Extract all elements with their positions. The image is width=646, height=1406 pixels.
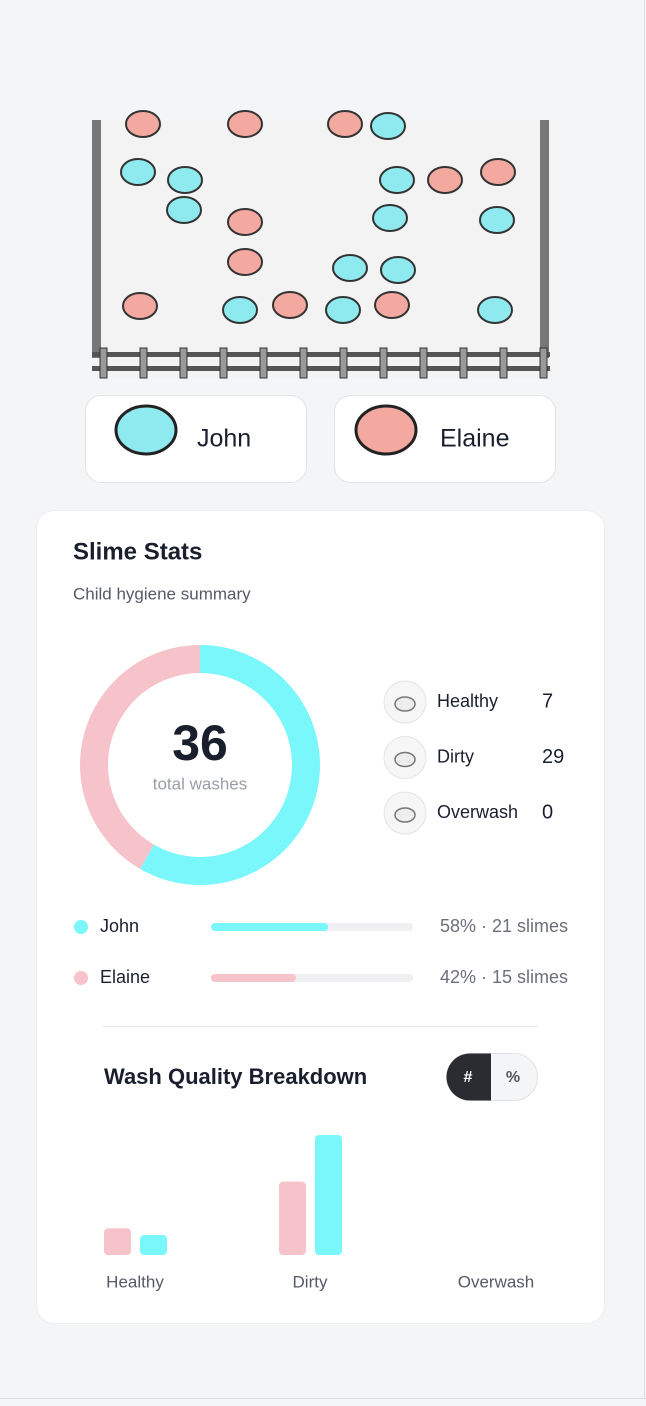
slime	[272, 291, 308, 319]
slime	[374, 291, 410, 319]
kid-button[interactable]: Elaine	[334, 395, 556, 483]
slime	[379, 166, 415, 194]
slime	[227, 208, 263, 236]
fence-picket	[539, 347, 548, 379]
fence-picket	[419, 347, 428, 379]
donut-segment	[140, 645, 320, 885]
fence-picket	[99, 347, 108, 379]
slime	[122, 292, 158, 320]
fence-picket	[139, 347, 148, 379]
slime	[227, 248, 263, 276]
total-count: 36	[172, 715, 228, 771]
fence-post	[92, 120, 101, 358]
card-subtitle: Child hygiene summary	[73, 584, 251, 603]
legend-dot	[74, 920, 88, 934]
quality-count: 29	[542, 746, 564, 768]
legend-name: Elaine	[100, 967, 150, 987]
chart-title: Wash Quality Breakdown	[104, 1064, 367, 1089]
slime	[372, 204, 408, 232]
share-label: 42% · 15 slimes	[440, 967, 568, 987]
pen-floor	[92, 120, 550, 378]
slime	[120, 158, 156, 186]
bar: Elaine	[279, 1181, 306, 1255]
x-tick-label: Dirty	[293, 1272, 328, 1291]
x-tick-label: Overwash	[458, 1272, 535, 1291]
fence-picket	[179, 347, 188, 379]
quality-slime	[394, 696, 416, 712]
kid-button[interactable]: John	[85, 395, 307, 483]
slime	[427, 166, 463, 194]
fence-picket	[339, 347, 348, 379]
kid-name: John	[197, 425, 251, 453]
fence-picket	[379, 347, 388, 379]
fence-picket	[219, 347, 228, 379]
share-bar	[211, 974, 296, 982]
fence-rail	[92, 352, 550, 357]
bar: Elaine	[104, 1228, 131, 1255]
slime	[167, 166, 203, 194]
card-title: Slime Stats	[73, 538, 202, 565]
toggle-count[interactable]: #	[464, 1069, 473, 1086]
slime	[380, 256, 416, 284]
fence-picket	[459, 347, 468, 379]
quality-name: Healthy	[437, 691, 498, 711]
slime	[477, 296, 513, 324]
slime	[125, 110, 161, 138]
quality-count: 0	[542, 801, 553, 823]
quality-count: 7	[542, 690, 553, 712]
legend-dot	[74, 971, 88, 985]
share-bar	[211, 923, 329, 931]
slime	[222, 296, 258, 324]
share-label: 58% · 21 slimes	[440, 916, 568, 936]
stats-card	[36, 510, 605, 1324]
quality-name: Dirty	[437, 746, 474, 766]
x-tick-label: Healthy	[106, 1272, 164, 1291]
slime	[332, 254, 368, 282]
fence-post	[540, 120, 549, 358]
bar: John	[315, 1135, 342, 1255]
toggle-percent[interactable]: %	[506, 1069, 520, 1086]
bar: John	[140, 1235, 167, 1255]
quality-slime	[394, 751, 416, 768]
fence-rail	[92, 366, 550, 371]
donut-segment	[80, 645, 201, 869]
total-label: total washes	[153, 774, 248, 793]
mode-toggle[interactable]: # %	[446, 1053, 538, 1101]
legend-name: John	[100, 916, 139, 936]
slime	[327, 110, 363, 138]
quality-name: Overwash	[437, 802, 518, 822]
quality-slime	[394, 807, 416, 823]
slime	[227, 110, 263, 138]
fence-picket	[259, 347, 268, 379]
slime	[370, 112, 406, 140]
slime	[325, 296, 361, 324]
slime	[480, 158, 516, 186]
slime-pen	[92, 110, 550, 379]
fence-picket	[499, 347, 508, 379]
slime	[166, 196, 202, 224]
fence-picket	[299, 347, 308, 379]
slime	[479, 206, 515, 234]
kid-name: Elaine	[440, 425, 510, 453]
